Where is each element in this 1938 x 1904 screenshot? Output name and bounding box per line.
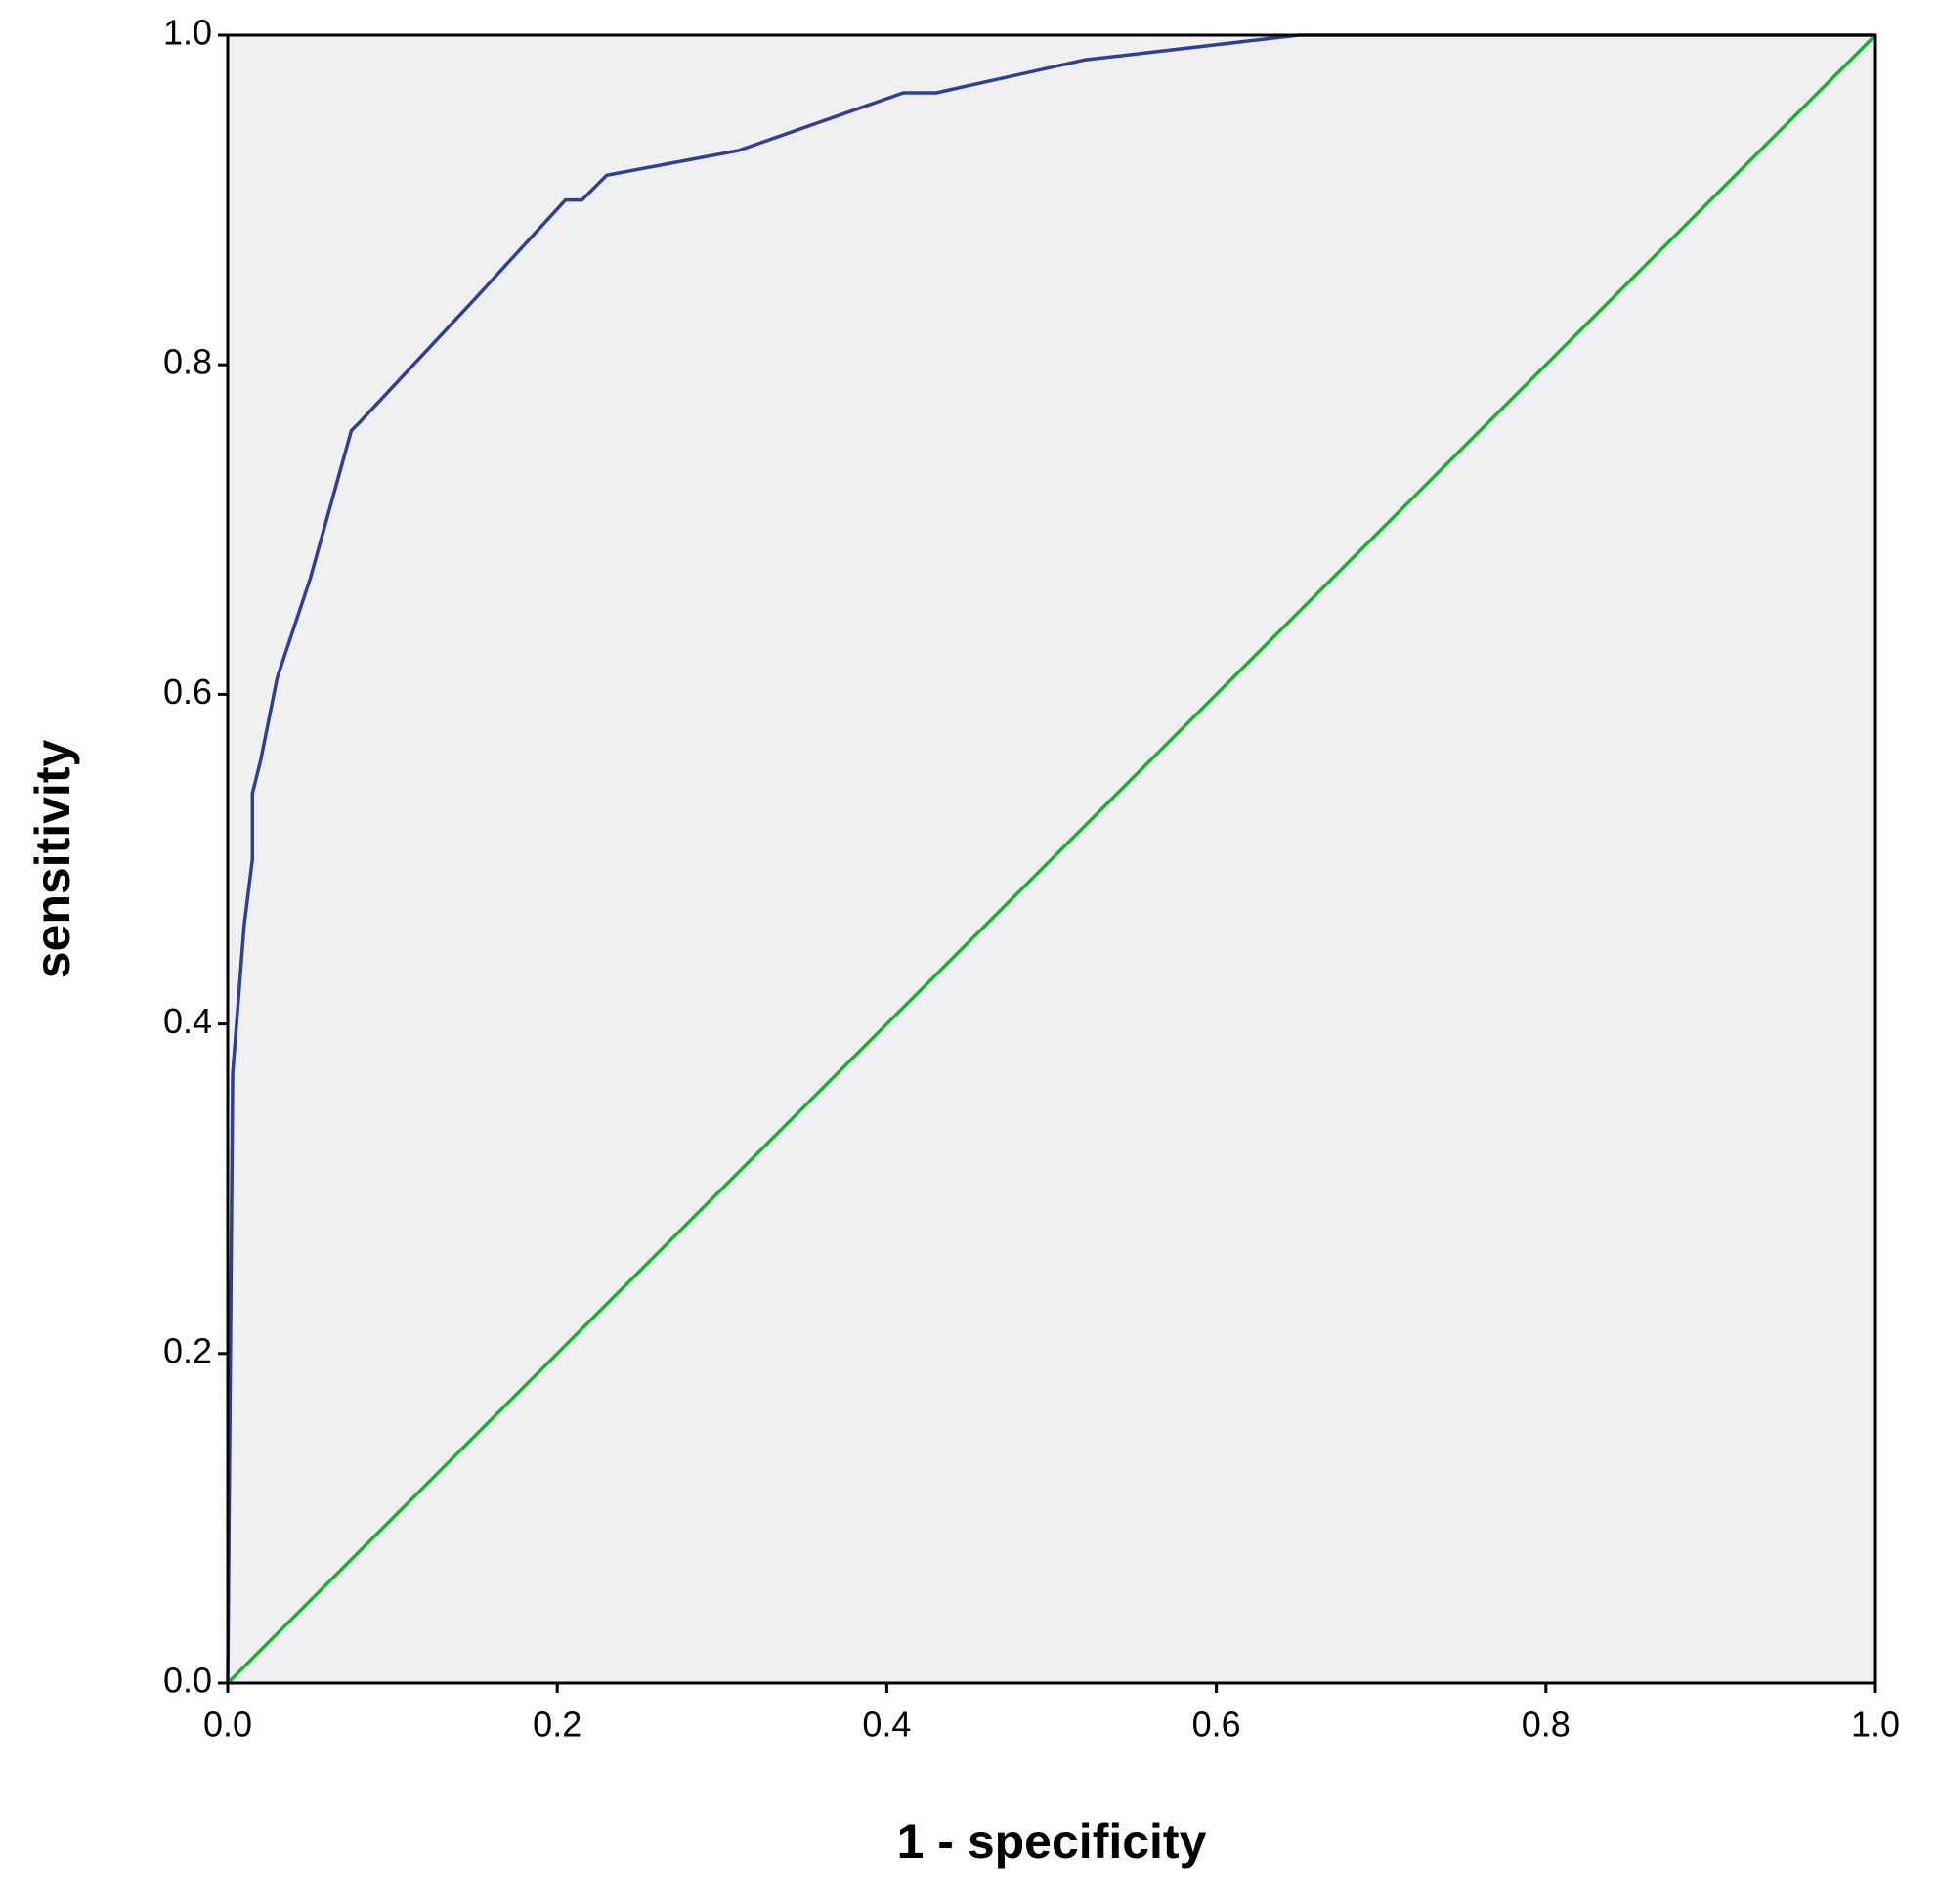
y-tick-label: 0.6	[163, 671, 212, 712]
x-tick-label: 0.6	[1192, 1705, 1241, 1745]
series-line	[226, 33, 1877, 1685]
y-tick-label: 0.2	[163, 1330, 212, 1370]
y-tick-label: 1.0	[163, 13, 212, 53]
y-tick-label: 0.0	[163, 1661, 212, 1701]
y-tick-label: 0.8	[163, 342, 212, 382]
plot-border	[226, 33, 1877, 1685]
x-tick-label: 0.0	[203, 1705, 252, 1745]
series-line	[226, 33, 1875, 1684]
x-tick-label: 1.0	[1851, 1705, 1900, 1745]
x-tick-label: 0.8	[1522, 1705, 1571, 1745]
x-tick-label: 0.2	[533, 1705, 581, 1745]
y-axis-title: sensitivity	[25, 740, 80, 979]
x-axis-title: 1 - specificity	[897, 1814, 1207, 1869]
y-tick-label: 0.4	[163, 1001, 212, 1041]
x-tick-label: 0.4	[862, 1705, 911, 1745]
